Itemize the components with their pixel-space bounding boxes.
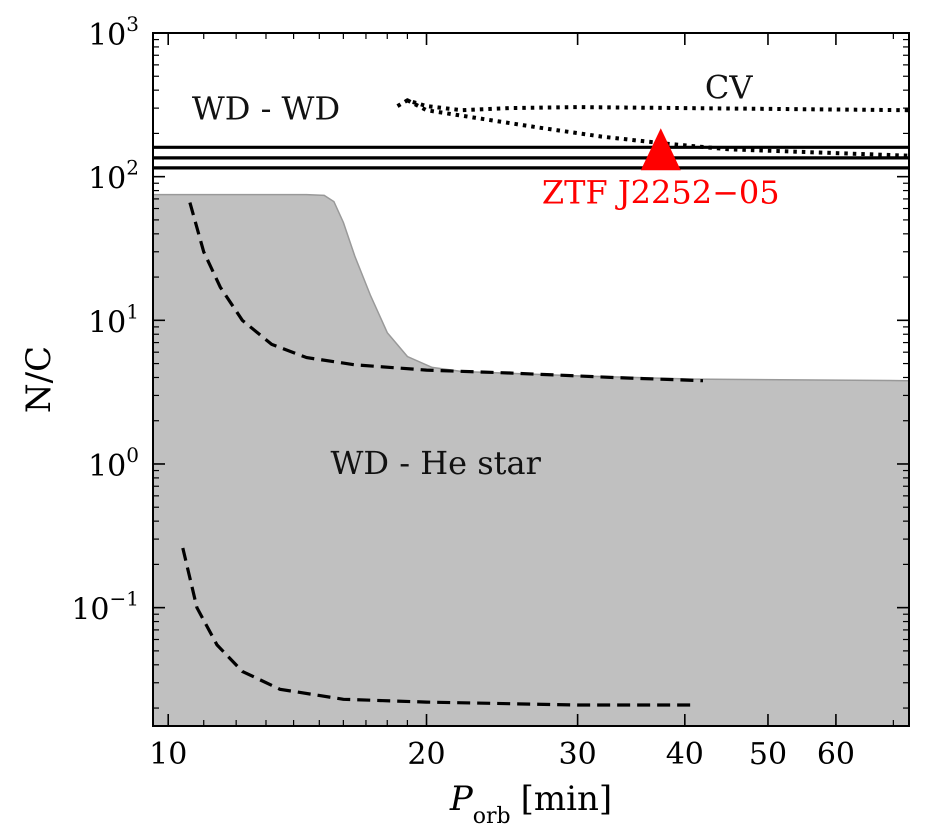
x-tick-label: 10 [149, 737, 187, 772]
x-tick-label: 40 [666, 737, 704, 772]
series-line-dashed [181, 547, 694, 707]
annotations: WD - He star CV WD - WD [192, 68, 754, 482]
annotation-label: CV [705, 68, 753, 106]
y-tick-label: 101 [88, 299, 139, 340]
series-lines [153, 98, 909, 707]
y-tick-label: 100 [88, 443, 139, 484]
region-label: WD - He star [331, 444, 542, 482]
regions [153, 193, 909, 726]
x-axis-label-unit: [min] [521, 779, 613, 819]
marker-label: ZTF J2252−05 [542, 174, 780, 212]
region-fill [153, 193, 909, 726]
series-line-dashed [188, 202, 704, 383]
y-tick-label: 10−1 [71, 587, 139, 628]
x-axis-label: Porb [min] [449, 779, 612, 829]
y-tick-label: 103 [88, 12, 139, 53]
x-tick-label: 20 [407, 737, 445, 772]
annotation-label: WD - WD [192, 89, 340, 127]
markers: ZTF J2252−05 [542, 128, 780, 212]
x-tick-label: 50 [749, 737, 787, 772]
y-axis-label: N/C [19, 346, 59, 413]
y-tick-label: 102 [88, 156, 139, 197]
x-axis-label-main: P [449, 779, 474, 819]
plot-frame [152, 32, 910, 727]
x-tick-label: 30 [559, 737, 597, 772]
axis-ticks: 10 20 30 40 50 60 10−1 100 101 102 103 [71, 12, 909, 772]
x-tick-label: 60 [817, 737, 855, 772]
series-line-dotted [396, 98, 909, 113]
x-axis-label-sub: orb [473, 804, 511, 829]
marker-triangle [640, 128, 681, 171]
